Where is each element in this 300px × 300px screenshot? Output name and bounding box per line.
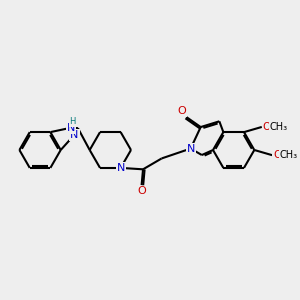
Text: H: H <box>70 117 76 126</box>
Text: O: O <box>178 106 186 116</box>
Text: O: O <box>273 150 281 160</box>
Text: O: O <box>137 186 146 197</box>
Text: N: N <box>187 144 195 154</box>
Text: N: N <box>66 123 75 133</box>
Text: CH₃: CH₃ <box>269 122 287 132</box>
Text: O: O <box>263 122 271 132</box>
Text: N: N <box>70 130 79 140</box>
Text: N: N <box>116 163 125 173</box>
Text: CH₃: CH₃ <box>280 150 298 160</box>
